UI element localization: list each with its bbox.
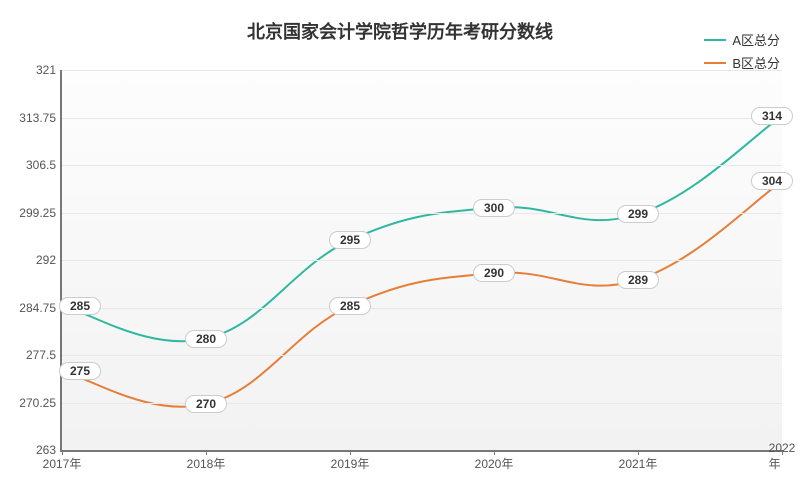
chart-container: 北京国家会计学院哲学历年考研分数线 A区总分 B区总分 263270.25277… [0,0,800,500]
grid-line [62,355,782,356]
legend-item-a: A区总分 [704,30,780,49]
legend-swatch-b [704,62,726,64]
data-label: 290 [473,264,515,282]
x-axis-label: 2018年 [187,455,226,472]
grid-line [62,308,782,309]
x-axis-label: 2021年 [619,455,658,472]
data-label: 295 [329,231,371,249]
legend-swatch-a [704,39,726,41]
grid-line [62,213,782,214]
y-axis-label: 299.25 [6,206,56,220]
chart-title: 北京国家会计学院哲学历年考研分数线 [0,18,800,44]
y-axis-label: 306.5 [6,158,56,172]
data-label: 285 [329,297,371,315]
data-label: 314 [751,107,793,125]
data-label: 289 [617,271,659,289]
grid-line [62,70,782,71]
y-axis-label: 292 [6,253,56,267]
data-label: 304 [751,172,793,190]
x-axis-label: 2017年 [43,455,82,472]
grid-line [62,165,782,166]
x-axis-label: 2022年 [769,441,796,472]
data-label: 275 [59,362,101,380]
y-axis-label: 284.75 [6,301,56,315]
plot-area: 263270.25277.5284.75292299.25306.5313.75… [60,70,782,452]
legend-label-a: A区总分 [732,30,780,49]
data-label: 300 [473,199,515,217]
y-axis-label: 270.25 [6,396,56,410]
data-label: 270 [185,395,227,413]
grid-line [62,118,782,119]
x-axis-label: 2020年 [475,455,514,472]
data-label: 299 [617,205,659,223]
y-axis-label: 321 [6,63,56,77]
x-axis-label: 2019年 [331,455,370,472]
grid-line [62,260,782,261]
data-label: 280 [185,330,227,348]
grid-line [62,403,782,404]
data-label: 285 [59,297,101,315]
y-axis-label: 277.5 [6,348,56,362]
y-axis-label: 313.75 [6,111,56,125]
